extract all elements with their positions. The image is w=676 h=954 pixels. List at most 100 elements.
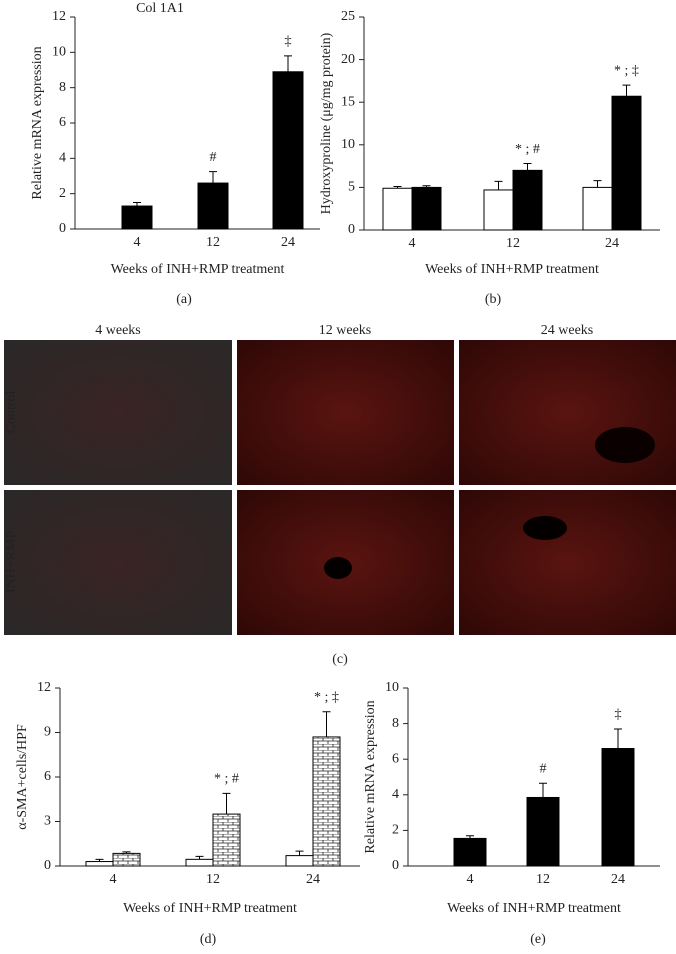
x-axis-label: Weeks of INH+RMP treatment	[111, 262, 285, 277]
panel-label: (e)	[530, 932, 546, 947]
error-bar	[466, 835, 474, 839]
x-tick-label: 12	[536, 872, 550, 887]
bar	[121, 205, 153, 230]
row-label: INH+RMP	[4, 531, 19, 594]
y-tick-label: 8	[392, 716, 399, 731]
bar	[483, 189, 514, 231]
x-tick-label: 12	[206, 872, 220, 887]
y-tick-label: 8	[59, 80, 66, 95]
micrograph	[237, 340, 454, 485]
y-axis-label: Hydroxyproline (μg/mg protein)	[319, 32, 334, 214]
y-tick-label: 20	[341, 52, 355, 67]
column-label: 4 weeks	[95, 323, 141, 338]
panel-label: (b)	[485, 292, 502, 307]
error-bar	[614, 728, 622, 749]
bar	[582, 186, 613, 231]
column-label: 12 weeks	[319, 323, 372, 338]
bar	[312, 736, 341, 867]
micrograph	[459, 340, 676, 485]
y-tick-label: 0	[392, 858, 399, 873]
panel-label: (c)	[332, 652, 348, 667]
vessel	[523, 516, 567, 540]
y-tick-label: 25	[341, 9, 355, 24]
bar	[453, 837, 487, 867]
y-tick-label: 15	[341, 94, 355, 109]
bar	[411, 186, 442, 231]
y-tick-label: 0	[44, 858, 51, 873]
vessel	[324, 557, 352, 579]
annotation: ‡	[285, 34, 292, 49]
micrograph	[4, 340, 232, 485]
x-tick-label: 12	[506, 236, 520, 251]
annotation: ‡	[615, 707, 622, 722]
y-axis-label: α-SMA+cells/HPF	[15, 724, 30, 830]
row-label: Control	[4, 391, 19, 434]
y-tick-label: 4	[392, 787, 399, 802]
x-axis-label: Weeks of INH+RMP treatment	[447, 901, 621, 916]
bar	[285, 855, 314, 867]
bar	[382, 187, 413, 231]
y-tick-label: 4	[59, 151, 66, 166]
error-bar	[195, 855, 204, 860]
annotation: * ; #	[214, 772, 239, 787]
y-tick-label: 6	[392, 751, 399, 766]
panel-label: (a)	[176, 292, 192, 307]
error-bar	[322, 711, 331, 737]
y-tick-label: 6	[44, 769, 51, 784]
annotation: * ; #	[515, 142, 540, 157]
chart-title: Col 1A1	[136, 1, 184, 16]
y-tick-label: 6	[59, 115, 66, 130]
y-tick-label: 5	[348, 180, 355, 195]
error-bar	[95, 858, 104, 862]
error-bar	[539, 782, 547, 798]
bar	[197, 182, 229, 230]
y-tick-label: 10	[385, 680, 399, 695]
x-tick-label: 24	[605, 236, 619, 251]
error-bar	[622, 84, 631, 97]
panel-label: (d)	[200, 932, 217, 947]
error-bar	[593, 180, 602, 188]
bar	[526, 796, 560, 867]
bar	[85, 861, 114, 867]
error-bar	[393, 186, 402, 189]
column-label: 24 weeks	[541, 323, 594, 338]
x-tick-label: 4	[134, 235, 141, 250]
y-tick-label: 0	[59, 221, 66, 236]
annotation: * ; ‡	[614, 63, 639, 78]
x-tick-label: 4	[467, 872, 474, 887]
error-bar	[494, 180, 503, 190]
image-panel: 4 weeks 12 weeks 24 weeks Control INH+RM…	[4, 323, 676, 667]
error-bar	[295, 850, 304, 856]
bar	[272, 71, 304, 230]
error-bar	[284, 55, 292, 72]
y-tick-label: 3	[44, 814, 51, 829]
annotation: * ; ‡	[314, 690, 339, 705]
error-bar	[133, 202, 141, 207]
micrograph	[4, 490, 232, 635]
x-tick-label: 4	[409, 236, 416, 251]
annotation: #	[540, 761, 547, 776]
bar	[112, 852, 141, 867]
annotation: #	[210, 150, 217, 165]
x-tick-label: 12	[206, 235, 220, 250]
y-axis-label: Relative mRNA expression	[30, 46, 45, 199]
bar	[185, 858, 214, 867]
y-tick-label: 0	[348, 222, 355, 237]
vessel	[595, 427, 655, 463]
x-axis-label: Weeks of INH+RMP treatment	[123, 901, 297, 916]
y-tick-label: 2	[392, 823, 399, 838]
y-tick-label: 2	[59, 186, 66, 201]
y-tick-label: 10	[341, 137, 355, 152]
x-tick-label: 24	[611, 872, 625, 887]
x-tick-label: 24	[306, 872, 320, 887]
error-bar	[222, 792, 231, 815]
y-axis-label: Relative mRNA expression	[363, 700, 378, 853]
bar	[601, 748, 635, 867]
y-tick-label: 12	[37, 680, 51, 695]
bar	[212, 813, 241, 867]
bar	[611, 95, 642, 231]
x-tick-label: 24	[281, 235, 295, 250]
x-axis-label: Weeks of INH+RMP treatment	[425, 262, 599, 277]
micrograph	[459, 490, 676, 635]
